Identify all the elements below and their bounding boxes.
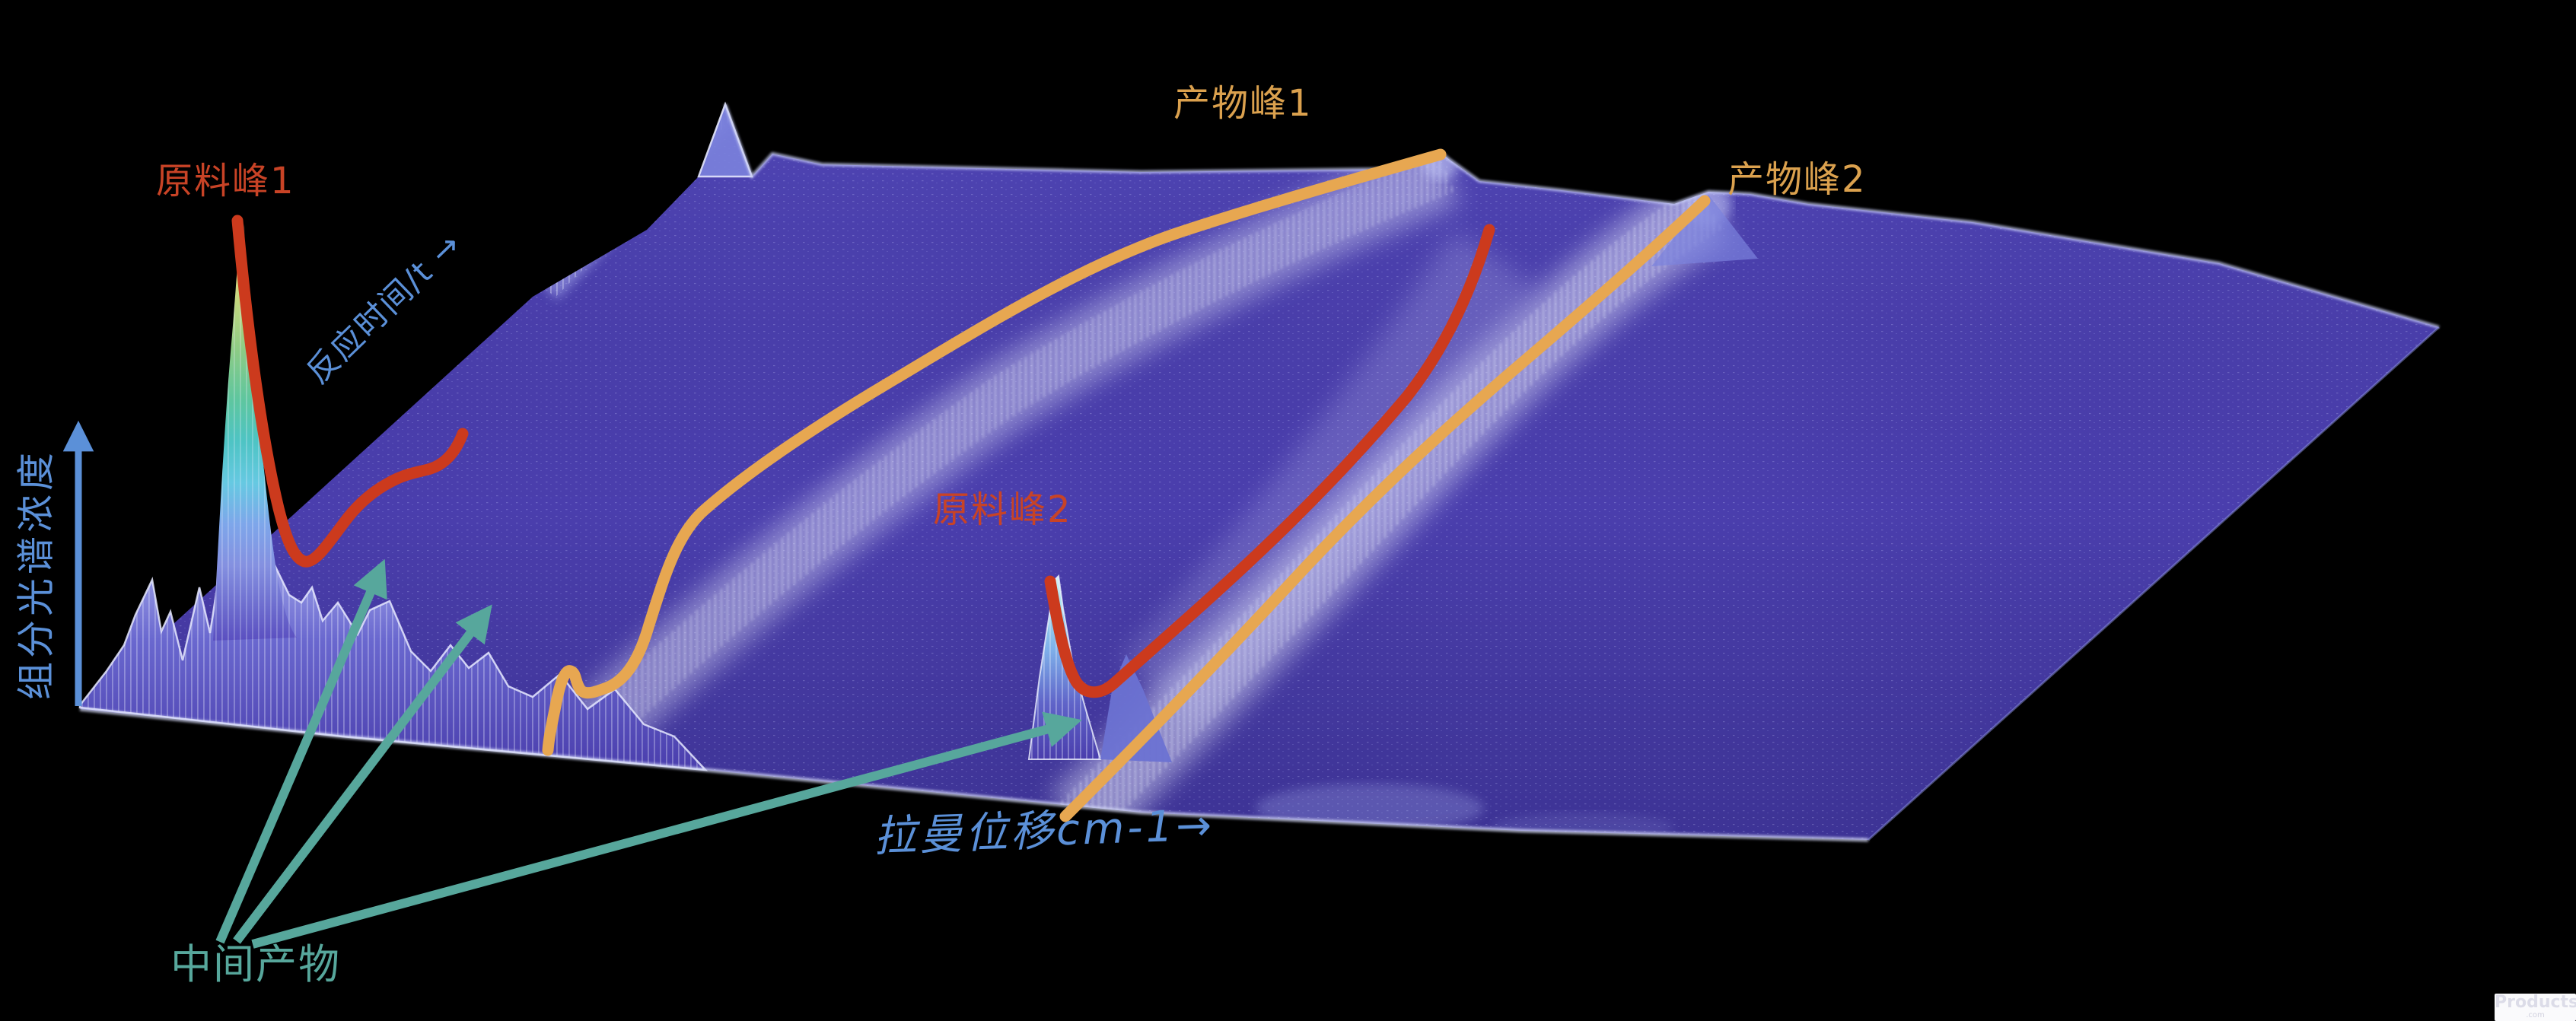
- intermediates-label: 中间产物: [170, 940, 341, 988]
- right-edge-fringe: [1867, 326, 2441, 841]
- raw-peak-1-mountain-striation: [213, 226, 297, 641]
- product-peak-2-trend-curve: [1059, 195, 1711, 822]
- back-corner-spike: [697, 101, 753, 178]
- watermark-text: Products: [2495, 994, 2576, 1012]
- raw-peak-2-trend-curve: [1044, 224, 1495, 698]
- product-peak-1-label: 产物峰1: [1173, 82, 1313, 125]
- front-edge-fringe: [79, 707, 1869, 842]
- intermediate-arrow-3: [251, 711, 1082, 949]
- product-ridge-2-striation: [1058, 185, 1723, 840]
- raw-peak-1-trend-curve: [231, 215, 469, 568]
- raw-peak-2-label: 原料峰2: [933, 488, 1072, 531]
- watermark-subtext: .com: [2526, 1011, 2545, 1019]
- product-peak-2-crest-bump: [1651, 195, 1758, 266]
- z-axis-label: 组分光谱浓度: [14, 449, 59, 700]
- product-peak-1-trend-curve: [542, 148, 1447, 756]
- front-bump-glow-2: [1492, 813, 1674, 840]
- intermediate-arrow-2: [233, 604, 492, 944]
- intermediate-arrows: [215, 558, 1082, 949]
- product-peak-2-label: 产物峰2: [1727, 158, 1867, 201]
- intermediate-arrow-1: [215, 558, 387, 944]
- watermark-badge: Products .com: [2495, 994, 2576, 1021]
- back-edge-fringe: [724, 103, 2440, 329]
- raw-peak-1-label: 原料峰1: [156, 160, 295, 202]
- product-ridge-1-striation: [548, 151, 1455, 778]
